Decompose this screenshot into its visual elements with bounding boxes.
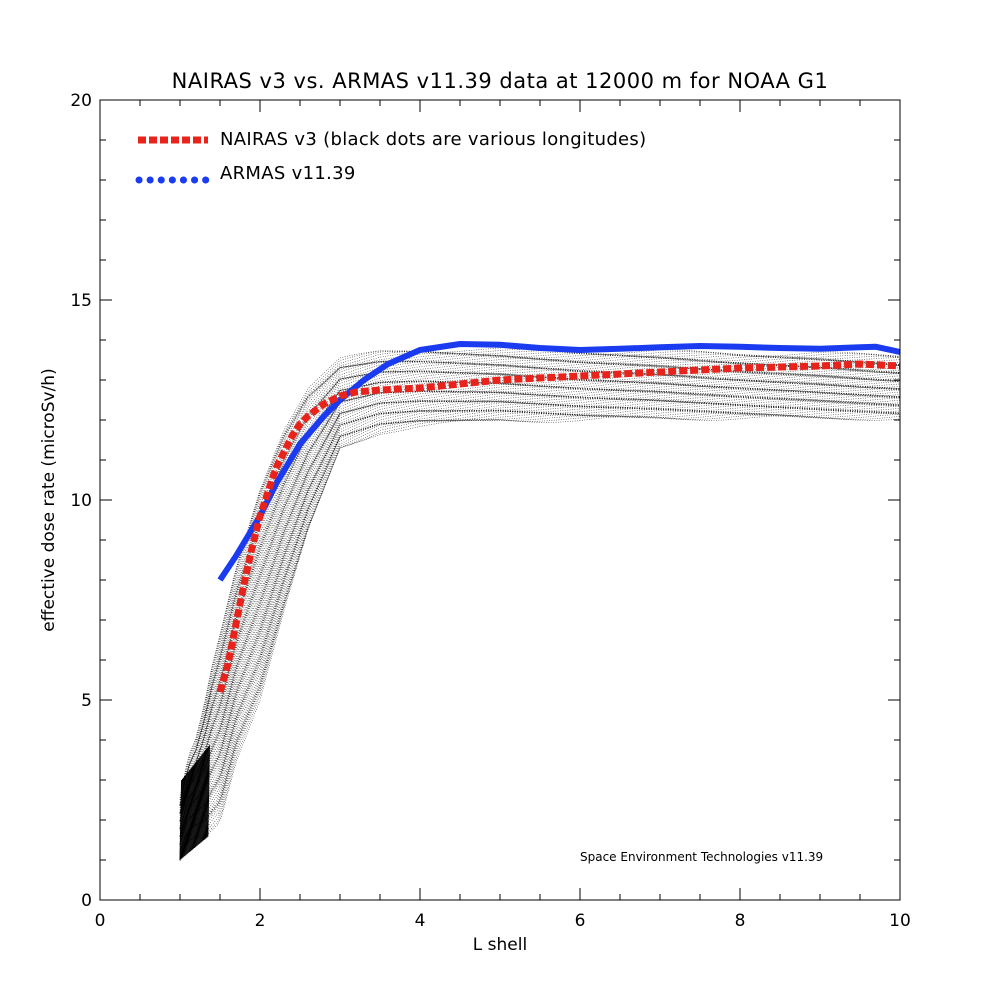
- longitude-dot-trunk: [193, 761, 197, 849]
- longitude-dot-strand: [179, 397, 901, 846]
- legend-label-nairas: NAIRAS v3 (black dots are various longit…: [220, 129, 646, 150]
- longitude-dot-trunk: [200, 753, 204, 843]
- longitude-dot-trunk: [204, 748, 208, 840]
- longitude-dot-strand: [179, 347, 901, 798]
- longitude-dot-trunk: [179, 779, 183, 861]
- longitude-dot-strand: [179, 352, 901, 807]
- longitude-dot-strand: [179, 378, 901, 829]
- longitude-dot-strand: [179, 394, 901, 842]
- longitude-dot-strand: [179, 390, 901, 836]
- longitude-dot-strand: [179, 389, 901, 838]
- longitude-dot-trunk: [183, 775, 186, 857]
- longitude-dot-trunk: [191, 764, 195, 850]
- longitude-dot-trunk: [197, 757, 201, 845]
- longitude-dot-strand: [179, 383, 901, 830]
- x-tick-label: 0: [95, 911, 106, 931]
- series-layer: [216, 341, 901, 693]
- longitude-dot-trunk: [205, 747, 209, 839]
- y-tick-label: 5: [81, 691, 92, 711]
- longitude-dot-strand: [179, 377, 901, 827]
- longitude-dot-trunk: [184, 773, 187, 857]
- x-axis-label: L shell: [473, 935, 527, 955]
- longitude-dot-trunk: [180, 778, 184, 860]
- x-tick-label: 2: [255, 911, 266, 931]
- longitude-dot-trunk: [186, 771, 189, 855]
- longitude-dot-trunk: [192, 763, 196, 849]
- longitude-dot-trunk: [187, 770, 190, 854]
- longitude-dot-trunk: [199, 754, 203, 844]
- x-tick-label: 4: [415, 911, 426, 931]
- longitude-dot-trunk: [194, 760, 198, 848]
- longitude-dot-strand: [179, 395, 901, 844]
- longitude-dot-trunk: [198, 755, 202, 845]
- series-line-nairas: [216, 360, 901, 693]
- longitude-dot-trunk: [188, 769, 191, 853]
- x-tick-label: 8: [735, 911, 746, 931]
- longitude-dot-strand: [179, 392, 901, 838]
- longitude-dot-trunk: [185, 772, 188, 856]
- longitude-dot-trunk: [206, 746, 209, 838]
- longitude-dot-trunk: [201, 752, 205, 842]
- longitude-dot-strand: [179, 386, 901, 834]
- credit-text: Space Environment Technologies v11.39: [580, 850, 823, 864]
- y-axis-label: effective dose rate (microSv/h): [39, 368, 59, 631]
- longitude-dot-strand: [179, 381, 901, 829]
- longitude-dot-trunk: [203, 749, 207, 841]
- ticks-layer: 0 2 4 6 8 10 0 5 10 15 20: [70, 91, 910, 931]
- longitude-dot-strand: [179, 414, 901, 861]
- longitude-dot-trunk: [196, 758, 200, 846]
- longitude-dot-strand: [179, 413, 901, 861]
- longitude-dot-strand: [179, 374, 901, 822]
- longitude-dot-strand: [179, 412, 900, 860]
- x-tick-label: 6: [575, 911, 586, 931]
- longitude-dot-strand: [179, 372, 901, 822]
- legend-label-armas: ARMAS v11.39: [220, 163, 356, 184]
- y-tick-label: 20: [70, 91, 92, 111]
- longitude-dot-trunk: [190, 766, 193, 852]
- chart-title: NAIRAS v3 vs. ARMAS v11.39 data at 12000…: [172, 69, 829, 93]
- y-tick-label: 10: [70, 491, 92, 511]
- legend: NAIRAS v3 (black dots are various longit…: [135, 129, 646, 184]
- longitude-dot-strand: [179, 353, 901, 806]
- longitude-dot-strand: [179, 403, 901, 850]
- longitude-dot-strand: [179, 354, 901, 805]
- longitude-dot-trunk: [202, 751, 206, 841]
- longitude-dot-trunk: [191, 765, 194, 851]
- longitude-dot-strand: [179, 407, 901, 852]
- longitude-dot-trunk: [189, 767, 192, 853]
- longitude-dot-strand: [179, 406, 901, 853]
- y-tick-label: 15: [70, 291, 92, 311]
- longitude-dot-trunk: [181, 777, 185, 859]
- x-tick-label: 10: [889, 911, 911, 931]
- longitude-dot-strand: [179, 396, 901, 846]
- longitude-dot-strand: [179, 373, 901, 821]
- series-line-armas: [217, 341, 901, 582]
- longitude-dot-trunk: [195, 759, 199, 847]
- longitude-dot-strand: [179, 388, 901, 838]
- longitude-dot-strand: [179, 351, 900, 806]
- longitude-dot-strand: [179, 391, 901, 836]
- longitude-dot-strand: [179, 410, 901, 856]
- y-tick-label: 0: [81, 891, 92, 911]
- longitude-dot-trunk: [207, 745, 210, 837]
- longitude-dot-trunk: [182, 776, 185, 858]
- longitude-dot-strand: [179, 398, 901, 845]
- longitude-dot-strand: [179, 380, 901, 830]
